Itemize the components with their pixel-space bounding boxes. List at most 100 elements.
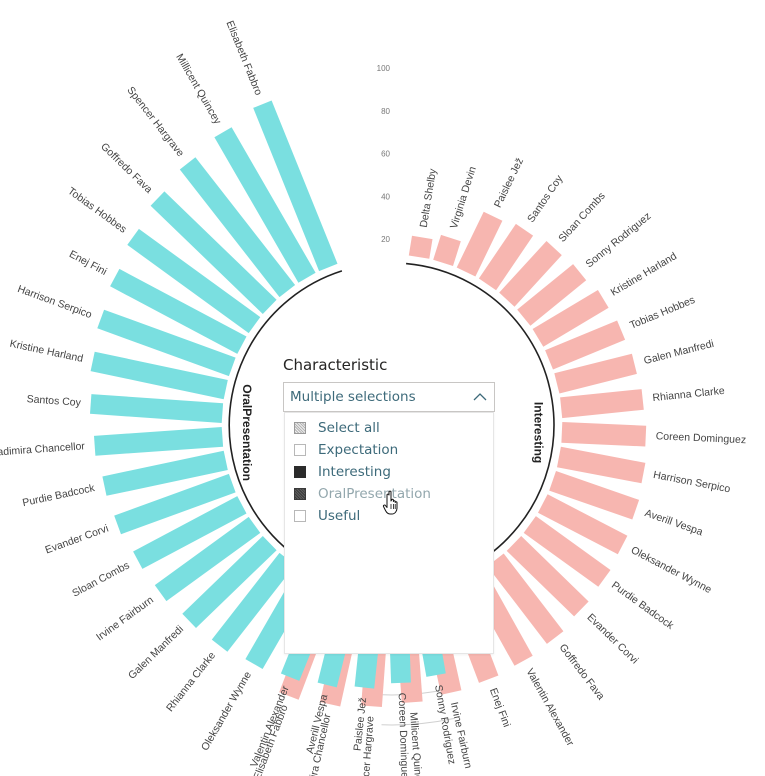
bar-interesting-11[interactable] (557, 446, 646, 484)
bar-label: Vladimira Chancellor (0, 440, 86, 459)
bar-label: Paislee Jež (352, 697, 370, 752)
bar-oralpresentation-12[interactable] (133, 496, 247, 569)
bar-label: Spencer Hargrave (124, 85, 186, 160)
bar-oralpresentation-1[interactable] (214, 127, 316, 283)
bar-label: Kristine Harland (9, 338, 85, 365)
bar-oralpresentation-10[interactable] (102, 450, 228, 496)
slicer-item-useful[interactable]: Useful (285, 505, 493, 527)
bar-interesting-1[interactable] (433, 234, 461, 266)
bar-interesting-13[interactable] (538, 494, 628, 555)
bar-oralpresentation-15[interactable] (211, 552, 296, 652)
bar-interesting-2[interactable] (456, 211, 503, 277)
bar-label: Rhianna Clarke (652, 385, 725, 404)
bar-label: Galen Manfredi (643, 338, 716, 367)
bar-label: Tobias Hobbes (65, 185, 128, 236)
bar-oralpresentation-2[interactable] (179, 157, 296, 298)
bar-interesting-4[interactable] (499, 241, 562, 307)
bar-oralpresentation-9[interactable] (94, 427, 224, 456)
radial-tick-label: 100 (377, 64, 391, 73)
bar-label: Sloan Combs (70, 559, 131, 599)
bar-interesting-16[interactable] (487, 553, 564, 644)
bar-label: Virginia Devin (448, 165, 479, 230)
chevron-up-icon[interactable] (472, 392, 488, 402)
bar-oralpresentation-6[interactable] (97, 309, 236, 377)
slicer-item-label: Useful (318, 508, 361, 524)
grid-arc (381, 717, 455, 726)
bar-oralpresentation-8[interactable] (90, 394, 224, 423)
bar-interesting-7[interactable] (545, 320, 626, 370)
slicer-item-select-all[interactable]: Select all (285, 417, 493, 439)
bar-label: Goffredo Fava (557, 642, 607, 703)
bar-oralpresentation-13[interactable] (154, 516, 261, 602)
bar-interesting-10[interactable] (561, 422, 647, 447)
bar-interesting-0[interactable] (408, 235, 433, 259)
bar-label: Valentin Alexander (523, 666, 576, 748)
bar-label: Evander Corvi (44, 522, 111, 556)
radial-tick-label: 20 (381, 235, 390, 244)
bar-label: Sonny Rodriguez (583, 210, 653, 270)
bar-label: Elisabeth Fabbro (223, 19, 264, 97)
bar-interesting-15[interactable] (506, 536, 589, 617)
checkbox[interactable] (294, 510, 306, 522)
bar-label: Purdie Badcock (21, 482, 96, 509)
hand-pointer-icon (382, 490, 398, 515)
bar-label: Sloan Combs (556, 190, 607, 245)
bar-oralpresentation-0[interactable] (253, 100, 338, 272)
bar-label: Oleksander Wynne (629, 544, 714, 596)
bar-label: Irvine Fairburn (94, 594, 156, 644)
bar-oralpresentation-5[interactable] (110, 268, 247, 354)
bar-label: Harrison Serpico (652, 469, 731, 496)
bar-interesting-14[interactable] (523, 516, 611, 587)
bar-label: Enej Fini (67, 248, 109, 278)
bar-label: Santos Coy (26, 393, 82, 409)
bar-label: Harrison Serpico (16, 283, 94, 321)
characteristic-slicer: Characteristic Multiple selections Selec… (283, 350, 495, 654)
radial-tick-label: 60 (381, 150, 390, 159)
checkbox[interactable] (294, 422, 306, 434)
bar-label: Purdie Badcock (609, 579, 676, 632)
bar-interesting-5[interactable] (517, 264, 587, 326)
bar-label: Santos Coy (525, 172, 566, 224)
bar-interesting-6[interactable] (532, 290, 609, 347)
slicer-item-label: OralPresentation (318, 486, 431, 502)
bar-interesting-9[interactable] (560, 389, 644, 419)
bar-label: Galen Manfredi (126, 623, 186, 682)
slicer-item-label: Select all (318, 420, 380, 436)
bar-label: Coreen Dominguez (396, 693, 411, 776)
bar-label: Evander Corvi (584, 611, 640, 666)
bar-interesting-12[interactable] (549, 471, 640, 520)
bar-oralpresentation-14[interactable] (182, 536, 277, 628)
bar-oralpresentation-4[interactable] (127, 228, 261, 334)
checkbox[interactable] (294, 466, 306, 478)
bar-label: Averill Vespa (643, 507, 704, 538)
bar-interesting-3[interactable] (478, 223, 534, 291)
bar-oralpresentation-3[interactable] (150, 191, 277, 314)
bar-label: Delta Shelby (418, 167, 439, 228)
bar-label: Tobias Hobbes (628, 294, 697, 332)
slicer-item-oralpresentation[interactable]: OralPresentation (285, 483, 493, 505)
bar-label: Goffredo Fava (98, 141, 155, 196)
bar-label: Rhianna Clarke (164, 650, 218, 715)
group-label: Interesting (532, 402, 546, 463)
checkbox[interactable] (294, 488, 306, 500)
bar-label: Kristine Harland (609, 250, 679, 299)
checkbox[interactable] (294, 444, 306, 456)
slicer-item-expectation[interactable]: Expectation (285, 439, 493, 461)
slicer-item-label: Interesting (318, 464, 391, 480)
bar-label: Spencer Hargrave (358, 716, 376, 776)
slicer-item-label: Expectation (318, 442, 399, 458)
bar-interesting-8[interactable] (554, 353, 637, 394)
group-label: OralPresentation (240, 384, 254, 481)
bar-label: Enej Fini (487, 686, 513, 728)
slicer-list: Select all Expectation Interesting OralP… (284, 412, 494, 654)
bar-label: Millicent Quincey (407, 712, 425, 776)
bar-label: Paislee Jež (492, 156, 526, 210)
bar-oralpresentation-7[interactable] (90, 351, 228, 400)
slicer-item-interesting[interactable]: Interesting (285, 461, 493, 483)
bar-oralpresentation-11[interactable] (114, 473, 236, 535)
slicer-dropdown[interactable]: Multiple selections (283, 382, 495, 412)
slicer-selected-text: Multiple selections (290, 389, 416, 405)
slicer-title: Characteristic (283, 356, 388, 374)
radial-tick-label: 40 (381, 192, 390, 201)
